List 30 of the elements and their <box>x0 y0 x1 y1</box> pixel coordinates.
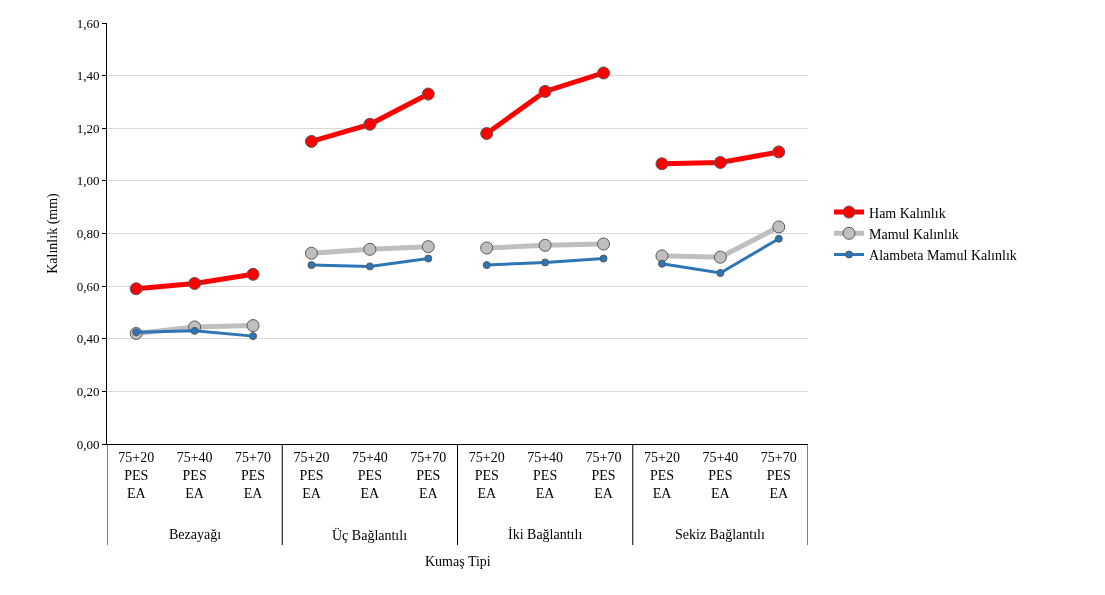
y-axis-title: Kalınlık (mm) <box>45 192 62 274</box>
x-tick-label: 75+20 PES EA <box>468 449 505 502</box>
y-tick-label: 1,20 <box>76 120 100 136</box>
y-tick-label: 1,60 <box>76 15 100 31</box>
text: Üç Bağlantılı <box>332 527 408 543</box>
legend-label: Ham Kalınlık <box>869 205 946 221</box>
x-tick-label: 75+70 PES EA <box>235 449 271 502</box>
y-tick-label: 1,00 <box>76 173 100 189</box>
x-tick-label: 75+40 PES EA <box>176 449 213 502</box>
x-tick-label: 75+20 PES EA <box>293 449 330 502</box>
text: İki Bağlantılı <box>508 527 583 542</box>
y-tick-label: 1,40 <box>76 68 100 84</box>
x-tick-label: 75+70 PES EA <box>585 449 622 502</box>
legend-label: Mamul Kalınlık <box>869 226 959 242</box>
y-tick-label: 0,40 <box>76 331 100 347</box>
x-tick-label: 75+40 PES EA <box>527 449 564 502</box>
x-tick-label: 75+40 PES EA <box>351 449 388 502</box>
x-axis-title: Kumaş Tipi <box>425 554 491 569</box>
text: Sekiz Bağlantılı <box>675 527 765 542</box>
x-tick-label: 75+40 PES EA <box>702 449 739 502</box>
y-tick-label: 0,00 <box>76 436 100 452</box>
y-tick-label: 0,80 <box>76 226 100 242</box>
x-tick-label: 75+20 PES EA <box>644 449 680 502</box>
x-tick-label: 75+70 PES EA <box>760 449 797 502</box>
legend-label: Alambeta Mamul Kalınlık <box>869 247 1017 263</box>
y-tick-label: 0,60 <box>76 278 100 294</box>
x-tick-label: 75+20 PES EA <box>118 449 155 502</box>
text: Bezayağı <box>169 527 222 542</box>
y-tick-label: 0,20 <box>76 383 100 399</box>
x-tick-label: 75+70 PES EA <box>410 449 447 502</box>
